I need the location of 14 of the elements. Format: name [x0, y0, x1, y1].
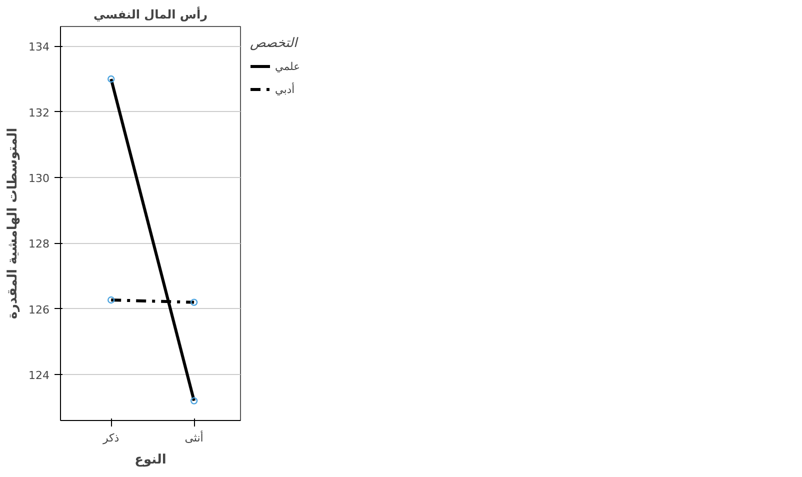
x-axis-title: النوع	[134, 452, 166, 468]
y-tick-label: 134	[28, 40, 50, 54]
y-tick-label: 132	[28, 106, 50, 120]
legend-title: التخصص	[250, 36, 300, 51]
y-tick-label: 126	[28, 303, 50, 316]
y-axis-title: المتوسطات الهامشية المقدرة	[6, 128, 21, 320]
y-tick-label: 128	[28, 238, 50, 251]
legend-label: أدبي	[275, 82, 295, 96]
y-tick-label: 124	[28, 369, 50, 382]
x-tick-label: ذكر	[102, 432, 120, 444]
legend-label: علمي	[275, 60, 300, 72]
chart-title: رأس المال النفسي	[93, 6, 208, 22]
y-tick-label: 130	[28, 172, 50, 186]
x-tick-label: أنثى	[184, 430, 204, 444]
